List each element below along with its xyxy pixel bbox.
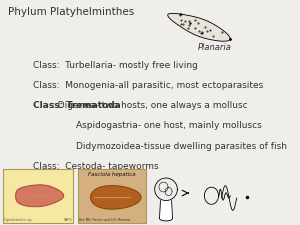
Text: Class: Trematoda: Class: Trematoda	[33, 101, 121, 110]
Text: Didymozoidea-tissue dwelling parasites of fish: Didymozoidea-tissue dwelling parasites o…	[76, 142, 286, 151]
Text: Class:  Turbellaria- mostly free living: Class: Turbellaria- mostly free living	[33, 61, 198, 70]
Text: Phylum Platyhelminthes: Phylum Platyhelminthes	[8, 7, 134, 17]
Text: Ref: MN. Fischer and S.R. Morrison: Ref: MN. Fischer and S.R. Morrison	[79, 218, 131, 222]
Text: : Digenea- two hosts, one always a mollusc: : Digenea- two hosts, one always a mollu…	[52, 101, 248, 110]
Text: YAPS: YAPS	[63, 218, 72, 222]
Polygon shape	[16, 185, 64, 207]
Bar	[2, 169, 73, 223]
Text: Aspidogastria- one host, mainly molluscs: Aspidogastria- one host, mainly molluscs	[76, 122, 261, 130]
Bar	[78, 169, 146, 223]
Text: Class:  Monogenia-all parasitic, most ectoparasites: Class: Monogenia-all parasitic, most ect…	[33, 81, 263, 90]
Polygon shape	[91, 186, 141, 209]
Text: Planaria: Planaria	[198, 43, 232, 52]
Text: Fasciola hepatica: Fasciola hepatica	[88, 172, 136, 177]
Polygon shape	[168, 13, 230, 41]
Text: Opisthorchis sp.: Opisthorchis sp.	[4, 218, 32, 222]
Text: Class:  Cestoda- tapeworms: Class: Cestoda- tapeworms	[33, 162, 158, 171]
